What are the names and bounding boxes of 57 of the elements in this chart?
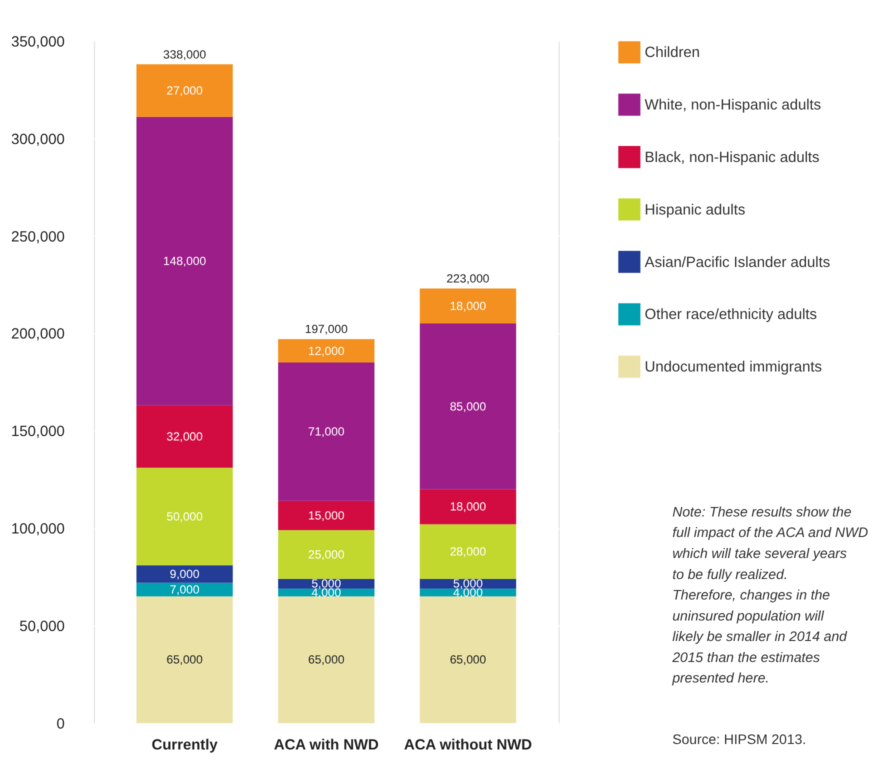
bar [136, 405, 233, 468]
data-label: 65,000 [166, 652, 204, 667]
y-tick-label: 200,000 [11, 326, 65, 343]
total-label: 338,000 [163, 47, 206, 62]
data-label: 65,000 [308, 652, 345, 667]
total-label: 223,000 [446, 272, 490, 286]
bar [136, 596, 233, 724]
bar [278, 500, 374, 530]
legend-label: Black, non-Hispanic adults [644, 150, 820, 166]
data-label: 148,000 [163, 254, 206, 268]
bar [420, 596, 516, 724]
y-tick-label: 150,000 [11, 424, 65, 440]
y-tick-label: 0 [56, 716, 65, 733]
data-label: 27,000 [166, 84, 204, 98]
data-label: 18,000 [450, 298, 487, 313]
bar [136, 582, 233, 596]
x-tick-label: ACA without NWD [404, 737, 532, 754]
data-label: 32,000 [166, 430, 204, 444]
bar [420, 324, 516, 490]
legend-label: Hispanic adults [644, 202, 746, 218]
bar [278, 596, 374, 724]
y-tick-label: 100,000 [11, 522, 65, 538]
data-label: 28,000 [450, 544, 487, 559]
legend-label: Other race/ethnicity adults [644, 307, 817, 324]
data-label: 18,000 [450, 500, 487, 514]
x-tick-label: Currently [152, 737, 218, 754]
bar [136, 565, 233, 583]
bar [136, 468, 233, 566]
legend-label: Asian/Pacific Islander adults [644, 254, 830, 271]
bar [420, 524, 516, 579]
bar [278, 339, 374, 363]
y-tick-label: 350,000 [11, 34, 65, 50]
y-tick-label: 300,000 [11, 132, 65, 148]
bar [278, 362, 374, 501]
data-label: 7,000 [170, 582, 200, 597]
total-label: 197,000 [304, 322, 348, 336]
legend-label: White, non-Hispanic adults [644, 98, 822, 114]
data-label: 65,000 [450, 652, 487, 667]
y-tick-label: 50,000 [19, 619, 65, 636]
data-label: 9,000 [170, 566, 200, 581]
data-label: 50,000 [166, 509, 204, 524]
bar [136, 64, 233, 117]
data-label: 12,000 [308, 344, 345, 358]
bar [420, 489, 516, 524]
data-label: 25,000 [308, 547, 345, 562]
legend-label: Children [644, 45, 700, 62]
x-tick-label: ACA with NWD [274, 737, 380, 754]
data-label: 15,000 [308, 508, 345, 522]
source-note: Source: HIPSM 2013. [672, 730, 806, 747]
text: Note: These results show the full impact of the ACA and NWD which will take several years to be fully realized. Therefore, changes in the uninsured population will likely be smaller in 2014 and 2015 than the estimates presented here. [672, 503, 868, 686]
bar [136, 116, 233, 406]
legend-label: Undocumented immigrants [644, 360, 822, 376]
bar [278, 530, 374, 579]
data-label: 71,000 [308, 424, 345, 439]
y-tick-label: 250,000 [11, 229, 65, 246]
data-label: 85,000 [450, 399, 487, 414]
bar [420, 288, 516, 324]
